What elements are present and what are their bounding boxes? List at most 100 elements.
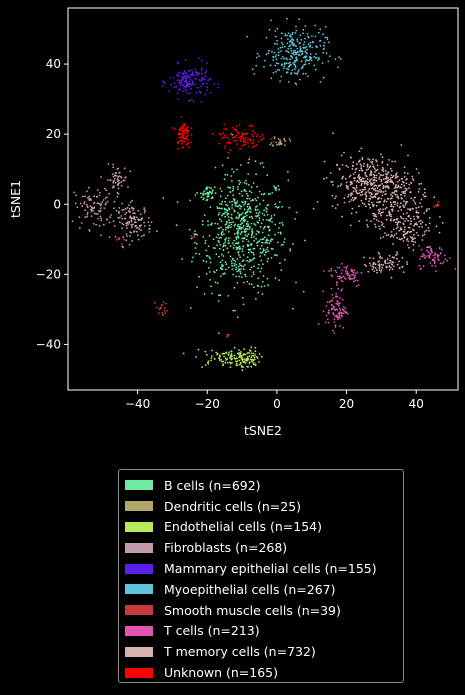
data-point bbox=[195, 356, 198, 358]
data-point bbox=[114, 236, 117, 238]
data-point bbox=[336, 303, 339, 306]
data-point bbox=[220, 203, 223, 206]
data-point bbox=[374, 196, 377, 199]
data-point bbox=[245, 227, 247, 230]
data-point bbox=[204, 350, 207, 353]
data-point bbox=[125, 222, 128, 225]
data-point bbox=[338, 56, 340, 59]
data-point bbox=[334, 326, 337, 328]
data-point bbox=[177, 75, 180, 78]
data-point bbox=[300, 60, 303, 63]
data-point bbox=[378, 210, 381, 213]
data-point bbox=[415, 168, 418, 170]
data-point bbox=[293, 63, 296, 66]
data-point bbox=[318, 40, 321, 42]
data-point bbox=[402, 204, 404, 207]
data-point bbox=[266, 260, 269, 263]
data-point bbox=[401, 257, 404, 259]
data-point bbox=[85, 203, 88, 206]
data-point bbox=[397, 184, 400, 187]
data-point bbox=[412, 215, 415, 218]
data-point bbox=[113, 207, 115, 210]
data-point bbox=[295, 281, 297, 284]
data-point bbox=[255, 238, 257, 240]
data-point bbox=[190, 84, 193, 86]
x-tick-label: 20 bbox=[339, 397, 354, 411]
data-point bbox=[100, 234, 102, 237]
data-point bbox=[293, 68, 296, 70]
data-point bbox=[390, 219, 392, 222]
data-point bbox=[390, 169, 393, 172]
data-point bbox=[331, 194, 334, 197]
data-point bbox=[257, 196, 259, 199]
data-point bbox=[253, 223, 256, 225]
data-point bbox=[358, 192, 361, 195]
data-point bbox=[202, 259, 205, 262]
data-point bbox=[185, 79, 188, 82]
data-point bbox=[150, 221, 153, 224]
data-point bbox=[196, 74, 199, 77]
data-point bbox=[164, 82, 166, 85]
data-point bbox=[262, 219, 265, 221]
data-point bbox=[370, 171, 373, 174]
data-point bbox=[244, 200, 246, 203]
data-point bbox=[388, 269, 391, 271]
data-point bbox=[237, 186, 239, 188]
data-point bbox=[270, 77, 273, 80]
data-point bbox=[245, 214, 248, 217]
data-point bbox=[434, 265, 437, 267]
data-point bbox=[244, 143, 247, 146]
data-point bbox=[439, 262, 442, 265]
data-point bbox=[206, 191, 209, 194]
data-point bbox=[257, 285, 260, 288]
data-point bbox=[328, 301, 331, 303]
data-point bbox=[359, 163, 362, 166]
data-point bbox=[181, 258, 184, 260]
data-point bbox=[173, 82, 176, 85]
data-point bbox=[372, 195, 375, 198]
data-point bbox=[436, 253, 439, 256]
data-point bbox=[162, 80, 164, 83]
data-point bbox=[280, 41, 283, 44]
data-point bbox=[262, 166, 265, 168]
data-point bbox=[427, 227, 430, 229]
data-point bbox=[227, 251, 230, 254]
data-point bbox=[398, 179, 401, 182]
data-point bbox=[117, 187, 120, 190]
data-point bbox=[300, 38, 303, 41]
data-point bbox=[200, 100, 203, 103]
data-point bbox=[250, 346, 253, 349]
data-point bbox=[219, 218, 221, 221]
data-point bbox=[390, 276, 393, 279]
data-point bbox=[382, 236, 385, 238]
data-point bbox=[330, 267, 333, 270]
data-point bbox=[122, 223, 125, 226]
data-point bbox=[244, 264, 246, 266]
data-point bbox=[403, 171, 406, 174]
data-point bbox=[188, 85, 191, 87]
data-point bbox=[202, 198, 205, 201]
data-point bbox=[192, 256, 194, 259]
data-point bbox=[369, 195, 372, 197]
data-point bbox=[252, 135, 255, 138]
data-point bbox=[120, 185, 123, 187]
data-point bbox=[365, 195, 368, 198]
data-point bbox=[408, 187, 410, 190]
data-point bbox=[322, 76, 325, 79]
data-point bbox=[191, 74, 194, 77]
data-point bbox=[187, 70, 190, 73]
data-point bbox=[383, 225, 385, 228]
data-point bbox=[412, 249, 415, 252]
data-point bbox=[351, 165, 354, 168]
data-point bbox=[260, 355, 263, 358]
data-point bbox=[191, 236, 194, 239]
data-point bbox=[206, 255, 209, 257]
data-point bbox=[279, 262, 281, 264]
data-point bbox=[238, 204, 241, 207]
data-point bbox=[282, 56, 284, 58]
data-point bbox=[329, 172, 332, 175]
data-point bbox=[256, 208, 259, 211]
data-point bbox=[350, 156, 352, 159]
data-point bbox=[196, 72, 199, 75]
data-point bbox=[238, 359, 241, 362]
